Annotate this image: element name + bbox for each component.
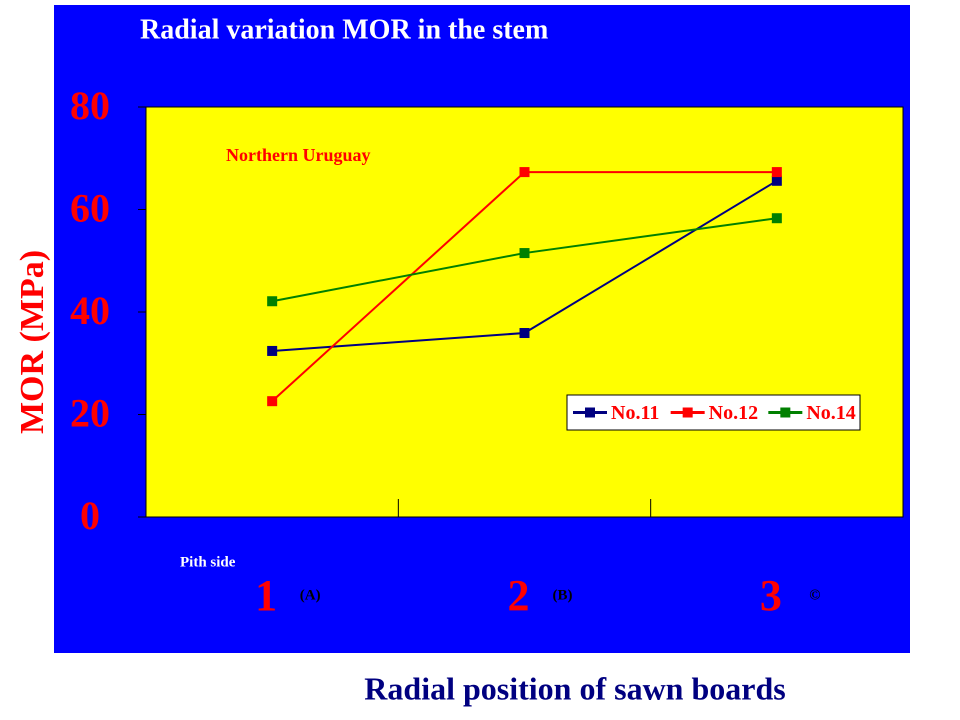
x-axis-label: Radial position of sawn boards (364, 670, 785, 706)
marker (519, 248, 530, 259)
y-tick-label: 20 (70, 391, 110, 436)
marker (267, 396, 278, 407)
chart-title: Radial variation MOR in the stem (140, 14, 548, 45)
legend-label: No.11 (611, 402, 659, 424)
x-sub-label: © (809, 587, 820, 603)
marker (771, 213, 782, 224)
marker (519, 328, 530, 339)
x-sub-label: (A) (300, 587, 321, 603)
y-tick-label: 40 (70, 288, 110, 333)
x-tick-label: 1 (255, 571, 277, 620)
x-tick-label: 2 (508, 571, 530, 620)
legend-marker (682, 407, 693, 418)
marker (771, 167, 782, 178)
x-tick-label: 3 (760, 571, 782, 620)
y-tick-label: 80 (70, 83, 110, 128)
marker (267, 296, 278, 307)
legend-label: No.14 (806, 402, 855, 424)
legend-label: No.12 (709, 402, 758, 424)
x-sub-label: (B) (553, 587, 573, 603)
y-axis-label: MOR (MPa) (14, 250, 51, 434)
marker (771, 175, 782, 186)
x-note: Pith side (180, 554, 236, 570)
y-tick-label: 0 (80, 493, 100, 538)
legend-marker (585, 407, 595, 418)
y-tick-label: 60 (70, 186, 110, 231)
marker (267, 345, 278, 356)
annotation: Northern Uruguay (226, 145, 371, 165)
legend-box (566, 394, 861, 431)
marker (519, 167, 530, 178)
legend-marker (780, 407, 791, 418)
